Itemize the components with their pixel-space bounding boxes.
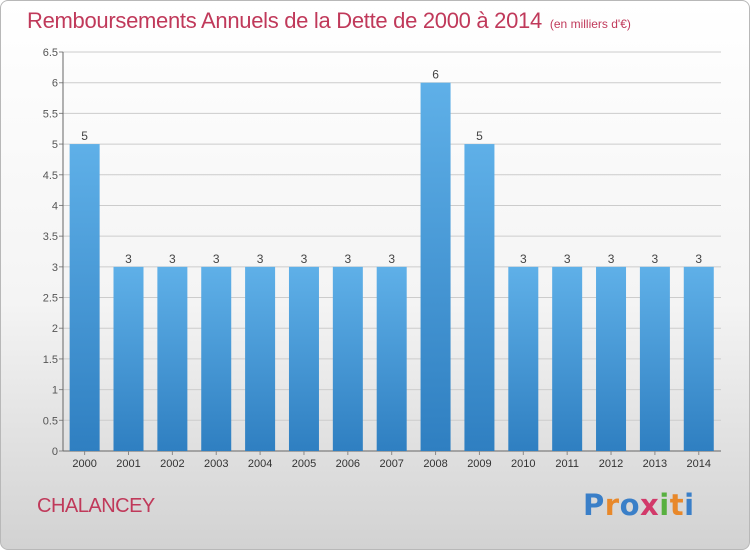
chart-title: Remboursements Annuels de la Dette de 20… bbox=[27, 8, 631, 34]
bar bbox=[376, 266, 407, 451]
bar bbox=[552, 266, 583, 451]
bar bbox=[596, 266, 627, 451]
logo-letter: r bbox=[604, 488, 620, 522]
y-tick-label: 5.5 bbox=[43, 108, 58, 120]
data-label: 3 bbox=[125, 252, 132, 266]
data-label: 3 bbox=[388, 252, 395, 266]
data-label: 3 bbox=[564, 252, 571, 266]
logo-letter: i bbox=[684, 488, 695, 522]
data-label: 3 bbox=[257, 252, 264, 266]
y-tick-label: 6 bbox=[52, 78, 58, 90]
y-tick-label: 4.5 bbox=[43, 170, 58, 182]
y-tick-label: 1.5 bbox=[43, 354, 58, 366]
logo-letter: P bbox=[583, 488, 605, 522]
data-label: 3 bbox=[213, 252, 220, 266]
bar bbox=[420, 82, 451, 451]
y-tick-label: 2.5 bbox=[43, 293, 58, 305]
x-tick-label: 2009 bbox=[467, 458, 491, 470]
x-tick-label: 2001 bbox=[116, 458, 140, 470]
data-label: 3 bbox=[169, 252, 176, 266]
x-tick-label: 2006 bbox=[336, 458, 360, 470]
y-tick-label: 5 bbox=[52, 139, 58, 151]
data-label: 3 bbox=[652, 252, 659, 266]
x-tick-label: 2002 bbox=[160, 458, 184, 470]
x-tick-label: 2003 bbox=[204, 458, 228, 470]
bar bbox=[639, 266, 670, 451]
y-tick-label: 2 bbox=[52, 323, 58, 335]
y-tick-label: 3 bbox=[52, 262, 58, 274]
x-tick-label: 2004 bbox=[248, 458, 272, 470]
bar bbox=[332, 266, 363, 451]
y-tick-label: 1 bbox=[52, 385, 58, 397]
bar bbox=[508, 266, 539, 451]
data-label: 5 bbox=[476, 129, 483, 143]
bar bbox=[288, 266, 319, 451]
title-text: Remboursements Annuels de la Dette de 20… bbox=[27, 8, 542, 33]
logo-letter: t bbox=[669, 488, 685, 522]
bar bbox=[113, 266, 144, 451]
bar bbox=[69, 144, 100, 452]
data-label: 3 bbox=[608, 252, 615, 266]
y-tick-label: 4 bbox=[52, 200, 58, 212]
proxiti-logo[interactable]: Proxiti bbox=[583, 488, 695, 522]
data-label: 3 bbox=[301, 252, 308, 266]
logo-letter: i bbox=[659, 488, 670, 522]
bar bbox=[157, 266, 188, 451]
y-tick-label: 0.5 bbox=[43, 415, 58, 427]
logo-letter: o bbox=[619, 488, 641, 522]
logo-letter: x bbox=[640, 488, 660, 522]
unit-label: (en milliers d'€) bbox=[549, 17, 631, 31]
y-tick-label: 6.5 bbox=[43, 47, 58, 59]
x-tick-label: 2012 bbox=[599, 458, 623, 470]
y-tick-label: 3.5 bbox=[43, 231, 58, 243]
data-label: 6 bbox=[432, 68, 439, 82]
x-tick-label: 2010 bbox=[511, 458, 535, 470]
x-tick-label: 2014 bbox=[687, 458, 711, 470]
x-tick-label: 2005 bbox=[292, 458, 316, 470]
x-tick-label: 2000 bbox=[72, 458, 96, 470]
x-tick-label: 2013 bbox=[643, 458, 667, 470]
x-tick-label: 2011 bbox=[555, 458, 579, 470]
x-tick-label: 2008 bbox=[423, 458, 447, 470]
bar bbox=[245, 266, 276, 451]
bar bbox=[683, 266, 714, 451]
y-tick-label: 0 bbox=[52, 446, 58, 458]
data-label: 3 bbox=[344, 252, 351, 266]
data-label: 3 bbox=[520, 252, 527, 266]
x-tick-label: 2007 bbox=[379, 458, 403, 470]
bar bbox=[464, 144, 495, 452]
data-label: 3 bbox=[695, 252, 702, 266]
bar bbox=[201, 266, 232, 451]
data-label: 5 bbox=[81, 129, 88, 143]
commune-name: CHALANCEY bbox=[37, 495, 155, 517]
